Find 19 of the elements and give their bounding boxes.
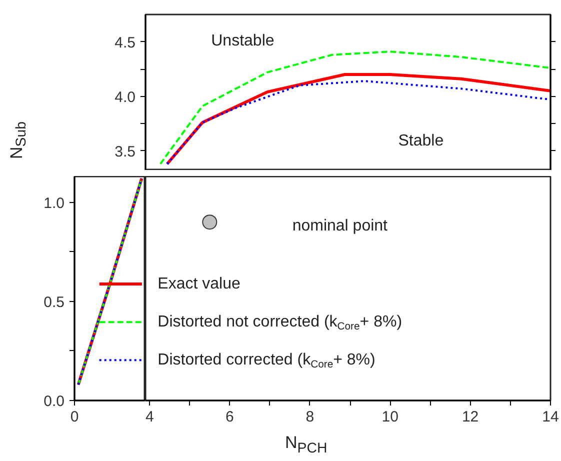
annotation: Stable	[398, 132, 444, 150]
y-tick-label: 0.5	[44, 294, 65, 311]
x-tick-label: 4	[146, 408, 154, 426]
annotation: Unstable	[211, 32, 274, 50]
y-tick-label: 1.0	[44, 194, 65, 212]
y-tick-label: 0.0	[44, 393, 65, 410]
line-series	[159, 50, 550, 165]
text: 0	[70, 408, 79, 426]
legend-label: Exact value	[158, 276, 240, 293]
y-tick-label: 4.5	[114, 34, 136, 52]
y-tick-label: 4.0	[114, 88, 136, 106]
x-tick-label: 8	[306, 408, 314, 426]
annotation: nominal point	[292, 217, 388, 234]
x-tick-label: 10	[382, 408, 398, 426]
x-tick-label: 6	[226, 408, 234, 426]
x-tick-label: 14	[542, 408, 559, 426]
y-tick-label: 3.5	[114, 143, 136, 160]
x-tick-label: 12	[462, 408, 479, 426]
x-axis-title: N$_{PCH}$	[285, 432, 328, 458]
